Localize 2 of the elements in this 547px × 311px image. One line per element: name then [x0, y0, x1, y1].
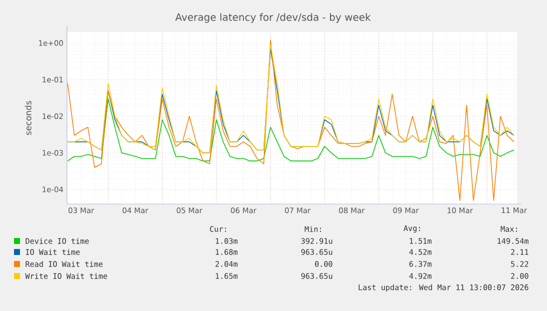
y-axis-title: seconds: [24, 101, 32, 135]
chart-title: Average latency for /dev/sda - by week: [175, 13, 371, 23]
